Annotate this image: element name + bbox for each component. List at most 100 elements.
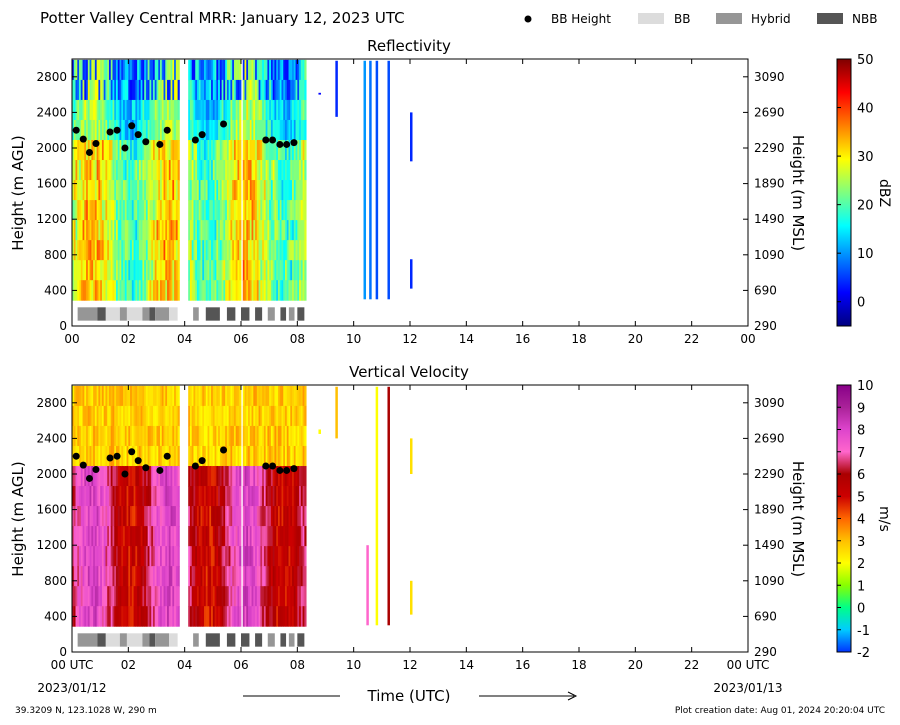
heatmap-cell [188,465,191,487]
heatmap-cell [172,526,175,547]
heatmap-cell [230,59,233,81]
heatmap-cell [232,99,235,121]
heatmap-cell [219,180,223,201]
heatmap-cell [80,59,83,81]
heatmap-cell [137,546,140,567]
heatmap-cell [105,506,108,527]
heatmap-cell [244,200,247,221]
heatmap-cell [290,99,293,121]
heatmap-cell [117,240,120,261]
heatmap-cell [292,425,295,447]
heatmap-cell [297,526,300,547]
heatmap-cell [200,425,203,447]
heatmap-cell [131,119,135,141]
heatmap-cell [214,506,217,527]
heatmap-cell [292,405,295,427]
heatmap-cell [205,200,208,221]
heatmap-cell [170,220,173,241]
heatmap-cell [292,119,295,141]
heatmap-cell [233,79,237,101]
heatmap-cell [163,200,166,221]
heatmap-cell [73,220,76,241]
heatmap-cell [244,445,247,467]
x-tick-label: 20 [628,658,643,672]
heatmap-cell [101,160,105,181]
heatmap-cell [117,200,120,221]
heatmap-cell [302,240,305,261]
heatmap-cell [101,405,105,427]
heatmap-cell [267,486,270,507]
heatmap-cell [177,59,180,81]
heatmap-cell [188,280,191,301]
heatmap-cell [196,526,200,547]
heatmap-cell [283,526,286,547]
heatmap-cell [112,139,115,161]
heatmap-cell [108,506,112,527]
heatmap-cell [79,200,82,221]
heatmap-cell [239,566,242,587]
heatmap-cell [135,180,138,201]
heatmap-cell [235,280,238,301]
heatmap-cell [144,546,147,567]
heatmap-cell [202,405,205,427]
heatmap-cell [248,445,251,467]
heatmap-cell [131,160,135,181]
heatmap-cell [100,200,103,221]
heatmap-cell [72,220,75,241]
heatmap-cell [249,139,252,161]
heatmap-cell [167,465,170,487]
heatmap-cell [128,586,131,607]
heatmap-cell [177,280,180,301]
heatmap-cell [168,606,171,627]
heatmap-cell [117,425,120,447]
heatmap-cell [73,160,76,181]
heatmap-cell [72,79,75,101]
heatmap-cell [274,220,277,241]
heatmap-cell [263,119,267,141]
heatmap-cell [228,180,231,201]
heatmap-cell [174,99,177,121]
heatmap-cell [112,99,115,121]
heatmap-cell [256,200,259,221]
heatmap-cell [260,586,263,607]
heatmap-cell [216,546,219,567]
heatmap-cell [292,220,295,241]
heatmap-cell [265,180,268,201]
heatmap-cell [193,486,196,507]
heatmap-cell [295,566,298,587]
heatmap-cell [211,99,214,121]
heatmap-cell [265,99,268,121]
heatmap-cell [105,486,108,507]
heatmap-cell [286,160,289,181]
heatmap-cell [84,240,87,261]
heatmap-cell [123,280,126,301]
heatmap-cell [191,139,194,161]
heatmap-cell [216,405,219,427]
heatmap-cell [158,240,161,261]
heatmap-cell [77,546,80,567]
reflectivity-data [72,59,413,301]
heatmap-cell [244,99,247,121]
heatmap-cell [137,526,140,547]
heatmap-cell [124,200,127,221]
heatmap-cell [75,160,78,181]
heatmap-cell [260,425,263,447]
heatmap-cell [246,180,249,201]
heatmap-cell [101,445,105,467]
heatmap-cell [267,260,270,281]
heatmap-cell [285,526,288,547]
heatmap-cell [256,506,259,527]
heatmap-cell [239,119,242,141]
heatmap-cell [175,506,179,527]
heatmap-cell [91,425,94,447]
heatmap-cell [279,260,282,281]
heatmap-cell [230,119,233,141]
heatmap-cell [195,59,198,81]
heatmap-cell [89,119,92,141]
heatmap-cell [223,200,226,221]
heatmap-cell [218,425,221,447]
heatmap-cell [193,200,196,221]
heatmap-cell [211,385,214,407]
heatmap-cell [130,566,133,587]
heatmap-cell [191,566,194,587]
